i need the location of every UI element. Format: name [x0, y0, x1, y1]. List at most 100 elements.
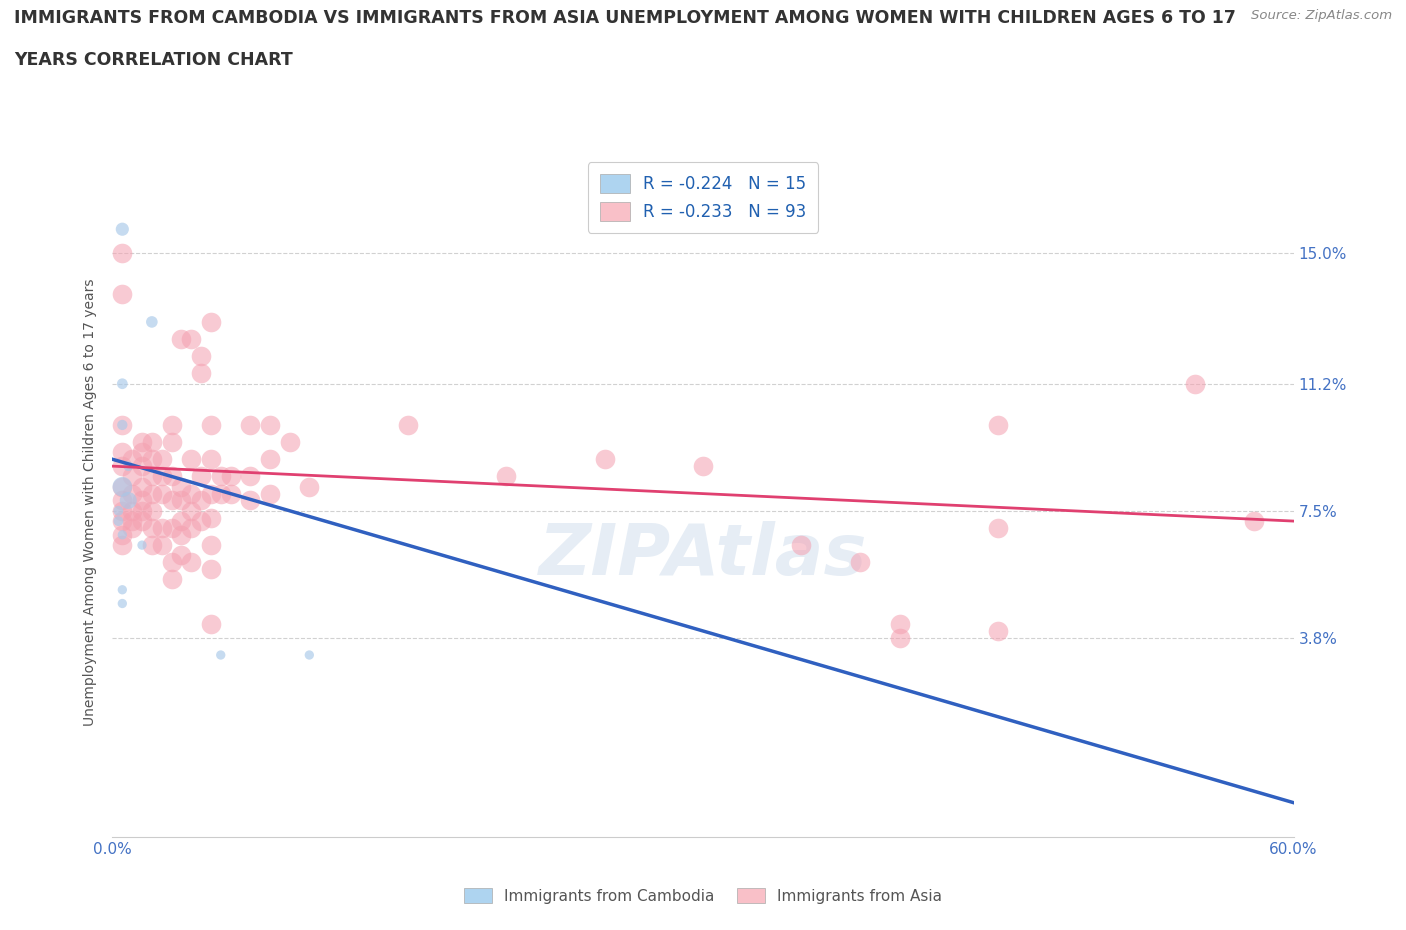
Point — [121, 469, 143, 484]
Point — [160, 521, 183, 536]
Point — [111, 503, 134, 518]
Point — [160, 572, 183, 587]
Point — [180, 555, 202, 570]
Point — [495, 469, 517, 484]
Point — [131, 513, 153, 528]
Point — [117, 458, 139, 473]
Point — [790, 538, 813, 552]
Point — [200, 617, 222, 631]
Point — [239, 418, 262, 432]
Point — [160, 469, 183, 484]
Point — [692, 458, 714, 473]
Point — [121, 503, 143, 518]
Point — [160, 418, 183, 432]
Point — [200, 452, 222, 467]
Point — [170, 527, 193, 542]
Point — [219, 469, 242, 484]
Point — [111, 246, 134, 260]
Point — [160, 555, 183, 570]
Point — [111, 479, 134, 494]
Point — [396, 418, 419, 432]
Point — [111, 527, 134, 542]
Point — [107, 503, 129, 518]
Point — [141, 452, 163, 467]
Point — [111, 479, 134, 494]
Point — [131, 445, 153, 459]
Point — [200, 418, 222, 432]
Point — [131, 503, 153, 518]
Point — [298, 479, 321, 494]
Point — [239, 469, 262, 484]
Point — [150, 452, 173, 467]
Point — [121, 452, 143, 467]
Point — [190, 469, 212, 484]
Point — [111, 527, 134, 542]
Point — [209, 486, 232, 501]
Point — [190, 349, 212, 364]
Point — [141, 503, 163, 518]
Point — [278, 434, 301, 449]
Point — [141, 521, 163, 536]
Point — [219, 486, 242, 501]
Point — [180, 521, 202, 536]
Point — [170, 493, 193, 508]
Point — [117, 493, 139, 508]
Point — [209, 647, 232, 662]
Point — [131, 458, 153, 473]
Point — [160, 493, 183, 508]
Point — [180, 452, 202, 467]
Point — [131, 493, 153, 508]
Point — [200, 538, 222, 552]
Point — [190, 493, 212, 508]
Text: YEARS CORRELATION CHART: YEARS CORRELATION CHART — [14, 51, 292, 69]
Point — [121, 513, 143, 528]
Point — [889, 617, 911, 631]
Point — [121, 521, 143, 536]
Point — [141, 538, 163, 552]
Point — [121, 486, 143, 501]
Text: Source: ZipAtlas.com: Source: ZipAtlas.com — [1251, 9, 1392, 22]
Point — [239, 493, 262, 508]
Point — [131, 479, 153, 494]
Point — [111, 596, 134, 611]
Point — [141, 486, 163, 501]
Point — [987, 418, 1010, 432]
Point — [111, 538, 134, 552]
Point — [170, 548, 193, 563]
Point — [111, 458, 134, 473]
Point — [209, 469, 232, 484]
Point — [141, 469, 163, 484]
Point — [111, 287, 134, 302]
Point — [200, 562, 222, 577]
Point — [180, 503, 202, 518]
Point — [259, 486, 281, 501]
Point — [107, 513, 129, 528]
Point — [170, 513, 193, 528]
Point — [150, 486, 173, 501]
Point — [111, 582, 134, 597]
Point — [259, 452, 281, 467]
Point — [987, 521, 1010, 536]
Point — [889, 631, 911, 645]
Point — [150, 538, 173, 552]
Point — [190, 366, 212, 381]
Point — [170, 332, 193, 347]
Point — [111, 493, 134, 508]
Point — [111, 445, 134, 459]
Point — [111, 377, 134, 392]
Point — [987, 623, 1010, 638]
Point — [1243, 513, 1265, 528]
Y-axis label: Unemployment Among Women with Children Ages 6 to 17 years: Unemployment Among Women with Children A… — [83, 278, 97, 726]
Point — [160, 434, 183, 449]
Legend: Immigrants from Cambodia, Immigrants from Asia: Immigrants from Cambodia, Immigrants fro… — [458, 882, 948, 910]
Point — [131, 434, 153, 449]
Point — [141, 434, 163, 449]
Point — [200, 511, 222, 525]
Point — [849, 555, 872, 570]
Point — [111, 418, 134, 432]
Point — [298, 647, 321, 662]
Point — [1184, 377, 1206, 392]
Point — [593, 452, 616, 467]
Point — [111, 221, 134, 236]
Point — [131, 538, 153, 552]
